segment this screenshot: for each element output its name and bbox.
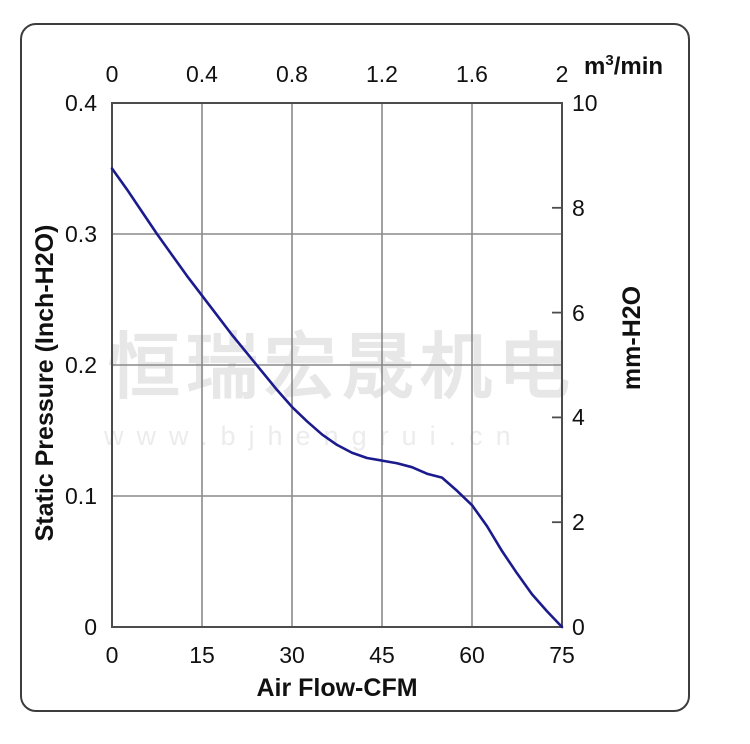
right-axis-tick-label: 2 (572, 509, 585, 536)
top-axis-tick-label: 1.6 (456, 61, 488, 87)
y-axis-title-right: mm-H2O (618, 285, 646, 391)
left-axis-tick-label: 0.1 (65, 483, 97, 509)
top-axis-tick-label: 1.2 (366, 61, 398, 87)
bottom-axis-tick-label: 75 (549, 642, 575, 668)
bottom-axis-tick-label: 0 (105, 642, 119, 668)
chart-outer-frame (20, 23, 690, 712)
plot-border (111, 102, 563, 628)
top-axis-tick-label: 2 (555, 61, 569, 87)
left-axis-tick-label: 0 (84, 614, 97, 640)
bottom-axis-tick-label: 15 (189, 642, 215, 668)
bottom-axis-tick-label: 60 (459, 642, 485, 668)
bottom-axis-tick-label: 30 (279, 642, 305, 668)
watermark-cjk-text: 恒瑞宏晟机电 (108, 328, 577, 408)
top-axis-tick-label: 0.8 (276, 61, 308, 87)
top-axis-tick-label: 0.4 (186, 61, 218, 87)
right-axis-tick-label: 8 (572, 194, 585, 221)
top-axis-tick-label: 0 (105, 61, 119, 87)
x-axis-title: Air Flow-CFM (256, 674, 418, 702)
performance-curve (110, 167, 564, 629)
right-axis-tick-label: 0 (572, 614, 585, 640)
right-axis-tick-label: 10 (572, 90, 598, 116)
right-axis-tick-label: 6 (572, 299, 585, 326)
top-axis-unit-base: m (584, 53, 606, 80)
left-axis-tick-label: 0.3 (65, 221, 97, 247)
top-axis-unit-superscript: 3 (605, 52, 614, 69)
top-axis-unit-rest: /min (613, 53, 664, 80)
left-axis-tick-label: 0.2 (65, 352, 97, 378)
y-axis-title-left: Static Pressure (Inch-H2O) (31, 224, 59, 542)
left-axis-tick-label: 0.4 (65, 90, 97, 116)
right-axis-tick-label: 4 (572, 404, 585, 431)
watermark-url-text: www.bjhengrui.cn (104, 421, 524, 451)
bottom-axis-tick-label: 45 (369, 642, 395, 668)
top-axis-unit-label: m3/min (584, 52, 663, 81)
